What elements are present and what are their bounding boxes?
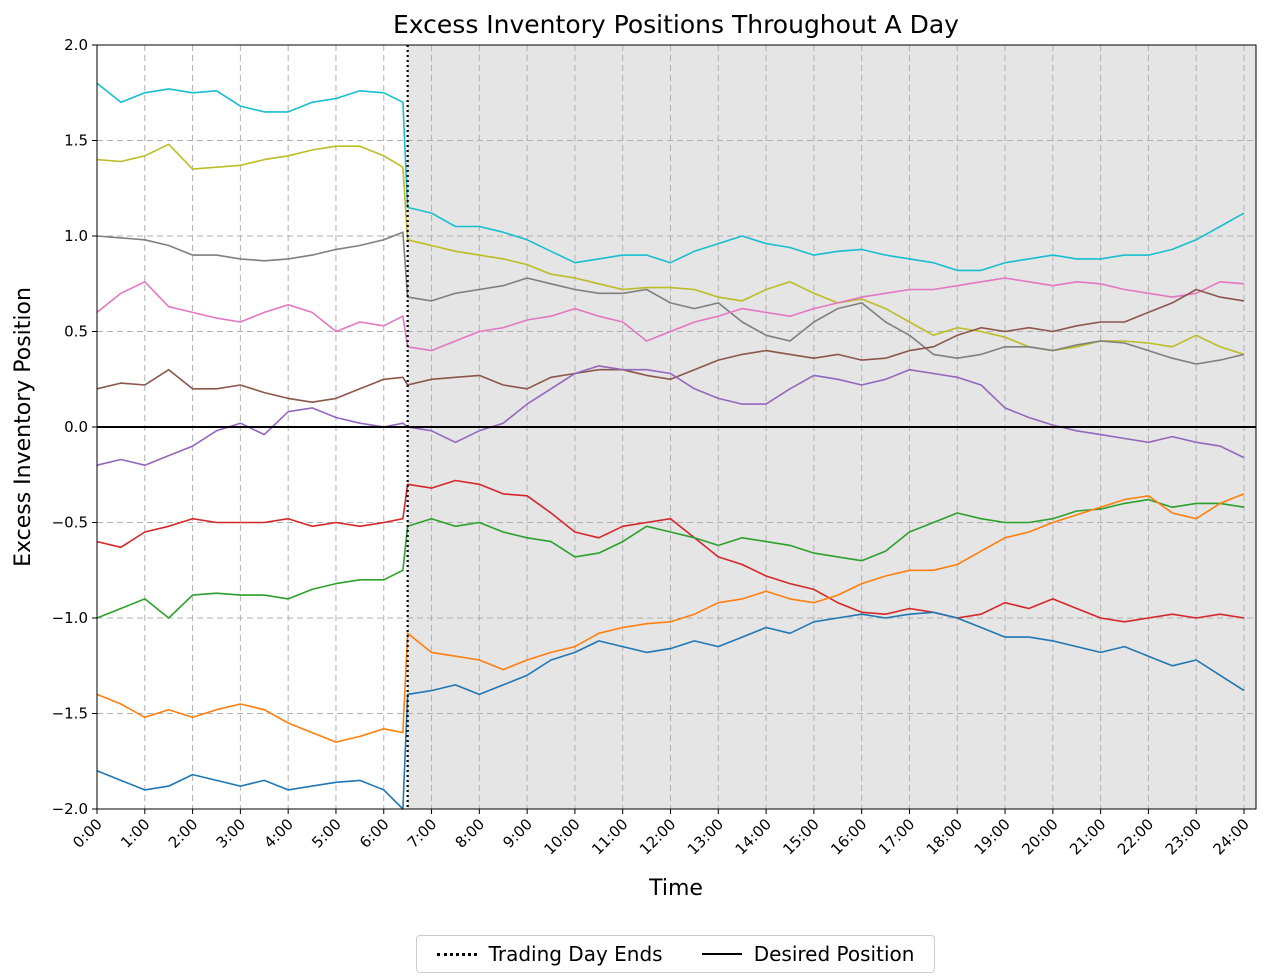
x-tick-label: 20:00 (1018, 815, 1061, 858)
series-layer (96, 82, 1245, 810)
x-tick-label: 0:00 (69, 815, 106, 852)
x-tick-label: 3:00 (213, 815, 250, 852)
legend-label: Trading Day Ends (488, 942, 663, 966)
x-tick-label: 15:00 (779, 815, 822, 858)
x-tick-label: 9:00 (499, 815, 536, 852)
x-tick-label: 5:00 (308, 815, 345, 852)
line-chart: Excess Inventory Positions Throughout A … (11, 10, 1257, 901)
x-tick-label: 14:00 (732, 815, 775, 858)
y-tick-label: 0.5 (64, 323, 88, 341)
y-tick-label: 1.0 (64, 227, 88, 245)
legend: Trading Day Ends Desired Position (416, 935, 935, 973)
series-line-7 (96, 479, 1245, 623)
chart-title: Excess Inventory Positions Throughout A … (393, 10, 959, 39)
x-axis-ticks: 0:00 1:00 2:00 3:00 4:00 5:00 6:00 7:00 8:00 9:00… (69, 809, 1253, 858)
y-tick-label: −0.5 (52, 514, 88, 532)
y-axis-label: Excess Inventory Position (11, 287, 36, 567)
x-tick-label: 21:00 (1066, 815, 1109, 858)
x-tick-label: 7:00 (404, 815, 441, 852)
x-tick-label: 1:00 (117, 815, 154, 852)
series-line-10 (96, 611, 1245, 810)
x-tick-label: 8:00 (452, 815, 489, 852)
y-tick-label: 0.0 (64, 418, 88, 436)
solid-line-swatch (701, 953, 742, 955)
series-line-3 (96, 231, 1245, 365)
x-tick-label: 2:00 (165, 815, 202, 852)
x-tick-label: 13:00 (684, 815, 727, 858)
x-tick-label: 19:00 (971, 815, 1014, 858)
x-tick-label: 17:00 (875, 815, 918, 858)
series-line-1 (96, 82, 1245, 272)
x-tick-label: 22:00 (1114, 815, 1157, 858)
series-line-9 (96, 493, 1245, 743)
series-line-8 (96, 498, 1245, 619)
series-line-6 (96, 365, 1245, 466)
legend-item-trading-day-ends: Trading Day Ends (436, 942, 663, 966)
y-tick-label: 2.0 (64, 36, 88, 54)
x-axis-label: Time (648, 876, 703, 901)
x-tick-label: 16:00 (827, 815, 870, 858)
x-tick-label: 11:00 (588, 815, 631, 858)
y-axis-ticks: 2.0 1.5 1.0 0.5 0.0 −0.5 −1.0 −1.5 −2.0 (52, 36, 97, 818)
x-tick-label: 4:00 (260, 815, 297, 852)
legend-label: Desired Position (753, 942, 915, 966)
y-tick-label: −1.0 (52, 609, 88, 627)
x-tick-label: 12:00 (636, 815, 679, 858)
x-tick-label: 18:00 (923, 815, 966, 858)
y-tick-label: 1.5 (64, 132, 88, 150)
y-tick-label: −1.5 (52, 705, 88, 723)
series-line-5 (96, 288, 1245, 403)
dotted-line-swatch (436, 952, 477, 956)
x-tick-label: 10:00 (540, 815, 583, 858)
x-tick-label: 6:00 (356, 815, 393, 852)
x-tick-label: 23:00 (1162, 815, 1205, 858)
y-tick-label: −2.0 (52, 800, 88, 818)
x-tick-label: 24:00 (1210, 815, 1253, 858)
legend-item-desired-position: Desired Position (701, 942, 915, 966)
series-line-4 (96, 277, 1245, 352)
